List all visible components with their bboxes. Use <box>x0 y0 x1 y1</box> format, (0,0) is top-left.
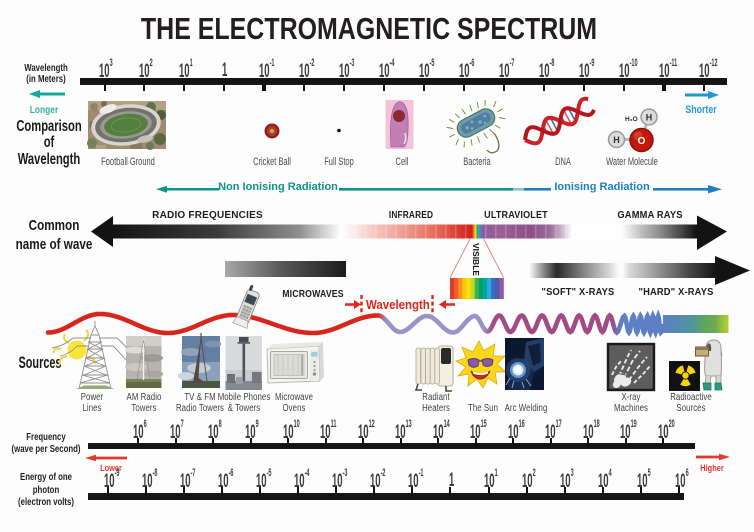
svg-text:O: O <box>638 136 646 147</box>
svg-text:H: H <box>646 113 653 123</box>
svg-text:H: H <box>613 135 620 145</box>
svg-text:H₂O: H₂O <box>625 116 638 123</box>
